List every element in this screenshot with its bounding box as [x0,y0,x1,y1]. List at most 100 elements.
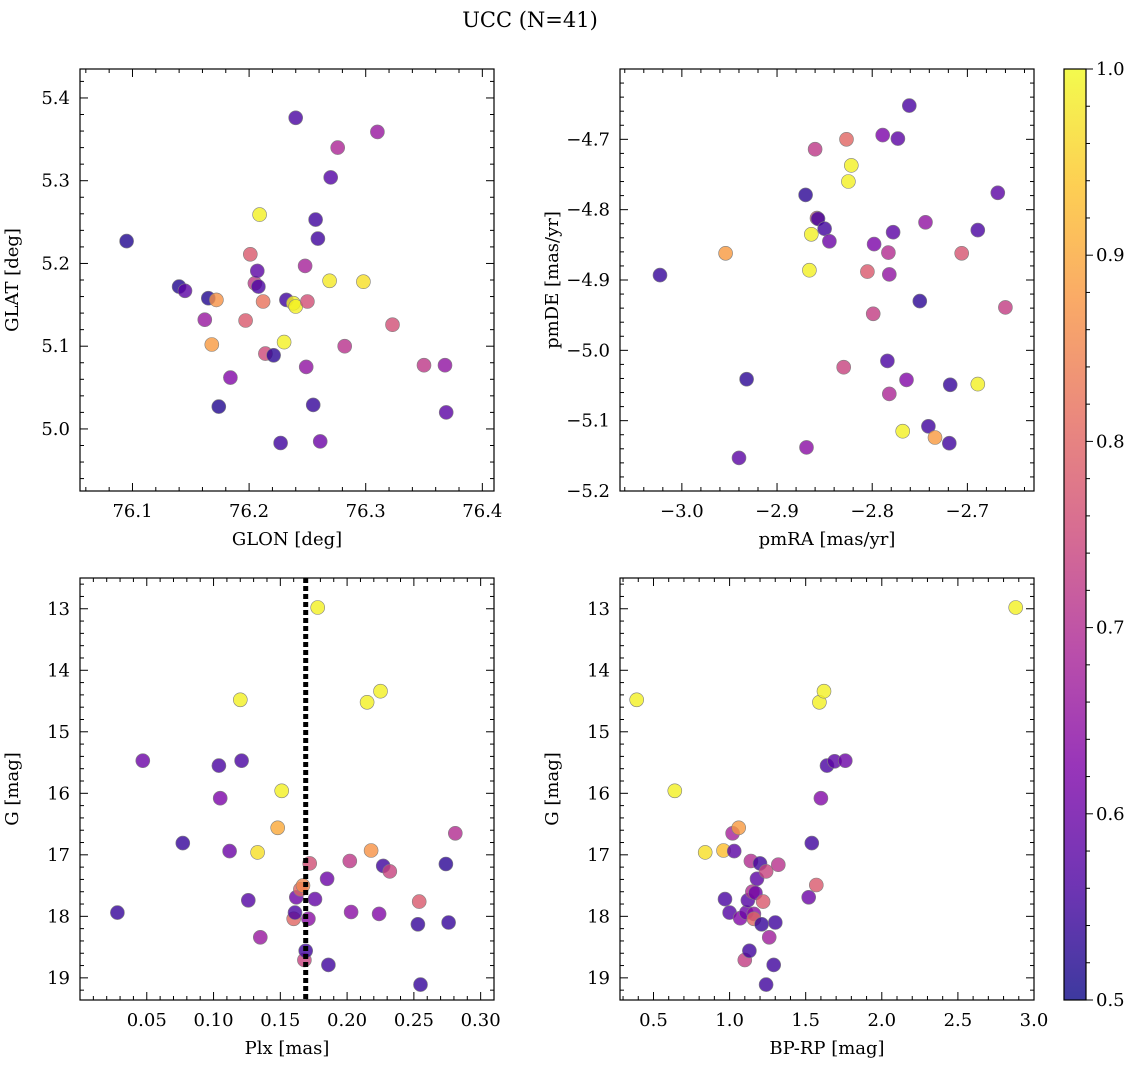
scatter-point [249,263,265,279]
y-tick-label: 14 [587,660,610,681]
scatter-point [371,906,387,922]
colorbar: 0.5 0.6 0.7 0.8 0.9 1.0 [1063,59,1125,1011]
y-tick-label: 19 [47,968,70,989]
scatter-point [927,430,943,445]
scatter-point [297,258,313,274]
scatter-point [742,943,757,959]
scatter-point [866,236,882,252]
scatter-point [438,405,454,420]
y-tick-label: 16 [587,783,610,804]
scatter-point [990,185,1006,201]
scatter-point [718,246,733,261]
scatter-point [359,694,375,710]
scatter-point [804,835,820,851]
scatter-point [323,170,339,185]
y-axis-label: GLAT [deg] [2,228,23,332]
scatter-point [881,267,897,282]
scatter-point [438,856,454,872]
scatter-point [798,187,813,203]
scatter-point [273,435,288,451]
x-tick-label: −2.8 [850,501,894,522]
y-tick-label: 14 [47,660,70,681]
scatter-point [912,293,928,309]
x-tick-label: 76.4 [462,501,502,522]
scatter-point [860,264,875,279]
scatter-points [119,110,454,451]
scatter-point [767,915,783,930]
scatter-point [799,440,814,455]
x-tick-label: 2.5 [944,1010,973,1031]
scatter-point [697,845,713,860]
x-tick-label: 0.5 [639,1010,668,1031]
scatter-point [754,916,769,932]
scatter-point [739,371,754,387]
x-axis-label: Plx [mas] [245,1038,330,1059]
scatter-point [252,207,267,222]
x-tick-label: 76.1 [112,501,152,522]
scatter-point [899,372,914,388]
x-tick-label: 3.0 [1020,1010,1049,1031]
scatter-point [175,835,191,851]
scatter-point [238,313,253,328]
y-tick-label: 19 [587,968,610,989]
scatter-point [652,267,668,283]
scatter-point [836,359,852,375]
scatter-point [204,337,220,352]
scatter-point [807,141,823,157]
scatter-point [234,753,249,769]
colorbar-gradient [1064,69,1086,1000]
scatter-point [241,892,256,908]
scatter-point [266,347,281,363]
scatter-point [895,423,911,439]
scatter-point [413,977,428,992]
scatter-point [901,98,917,113]
x-tick-label: 2.0 [867,1010,896,1031]
scatter-point [942,377,958,393]
scatter-point [287,905,303,920]
scatter-point [382,864,398,879]
y-tick-label: 5.0 [41,419,70,440]
y-axis-label: pmDE [mas/yr] [542,211,563,349]
scatter-point [342,853,358,869]
scatter-point [255,294,271,309]
scatter-point [276,334,292,350]
scatter-point [802,262,817,278]
scatter-point [941,435,957,451]
scatter-point [880,353,895,369]
scatter-point [755,894,771,909]
y-tick-label: −4.7 [566,129,610,150]
x-tick-label: 0.15 [260,1010,300,1031]
scatter-point [447,825,463,841]
scatter-point [803,227,819,242]
scatter-point [363,843,379,858]
scatter-point [921,418,936,434]
x-tick-label: 76.3 [346,501,386,522]
scatter-point [300,294,315,309]
colorbar-tick-label: 0.7 [1096,618,1125,639]
y-tick-label: 13 [587,599,610,620]
scatter-point [250,845,265,860]
scatter-point [370,124,385,140]
scatter-point [437,357,453,373]
y-tick-label: 5.2 [41,253,70,274]
scatter-point [310,231,326,246]
scatter-point [885,224,901,240]
scatter-point [875,127,891,143]
colorbar-tick-label: 0.5 [1096,990,1125,1011]
scatter-point [998,300,1013,315]
colorbar-tick-label: 0.9 [1096,245,1125,266]
x-tick-label: −2.7 [946,501,990,522]
axes-frame [619,68,1035,492]
scatter-point [319,871,335,887]
x-tick-label: −3.0 [660,501,704,522]
panel-bprp-g: 0.5 1.0 1.5 2.0 2.5 3.0 13 14 15 16 17 18 19 BP-RP [m… [542,577,1049,1059]
y-tick-label: 16 [47,783,70,804]
y-tick-label: 15 [47,722,70,743]
scatter-point [766,957,782,973]
x-tick-label: 0.10 [194,1010,234,1031]
scatter-point [337,338,353,354]
x-tick-label: 1.0 [715,1010,744,1031]
panel-pmra-pmde: −3.0 −2.9 −2.8 −2.7 −5.2 −5.1 −5.0 −4.9 −4.8 −4.7… [542,68,1035,550]
x-axis-label: GLON [deg] [232,529,342,550]
